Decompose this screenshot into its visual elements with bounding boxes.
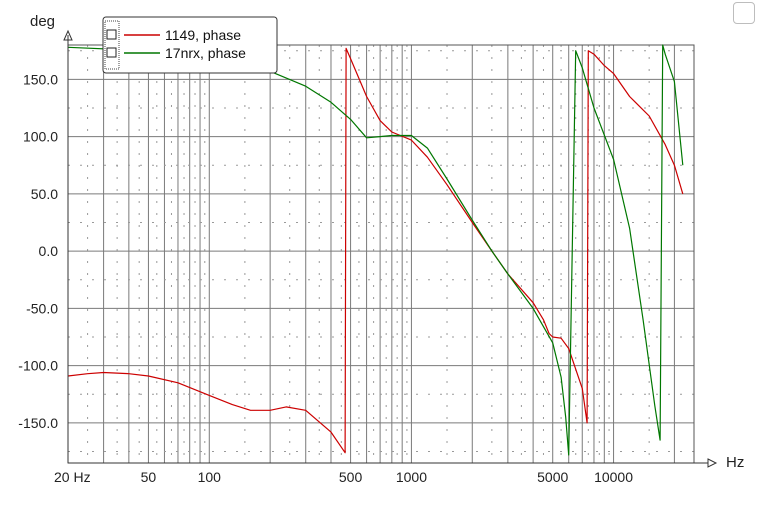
series-line-1: [67, 47, 684, 454]
y-axis-label: deg: [30, 13, 55, 30]
legend-label-2: 17nrx, phase: [165, 45, 246, 61]
series-layer: [67, 44, 684, 456]
x-tick-label: 50: [141, 469, 157, 485]
y-tick-label: -50.0: [26, 300, 58, 316]
grid: [68, 45, 694, 463]
legend-checkbox-2: [106, 47, 117, 58]
y-tick-label: 0.0: [39, 243, 59, 259]
x-tick-label: 500: [339, 469, 363, 485]
x-axis-arrow: [707, 458, 718, 468]
y-tick-label: -100.0: [18, 358, 58, 374]
y-tick-label: -150.0: [18, 415, 58, 431]
x-axis-label: Hz: [726, 454, 744, 471]
y-tick-label: 50.0: [31, 186, 58, 202]
x-tick-label: 10000: [594, 469, 633, 485]
tick-labels: 150.0 100.0 50.0 0.0 -50.0 -100.0 -150.0 20 Hz 5…: [18, 71, 633, 485]
y-tick-label: 150.0: [23, 71, 58, 87]
x-tick-label: 100: [198, 469, 222, 485]
legend-checkbox-1: [106, 29, 117, 40]
legend[interactable]: 1149, phase 17nrx, phase: [102, 16, 278, 74]
x-tick-label: 5000: [537, 469, 568, 485]
x-tick-label: 20 Hz: [54, 469, 91, 485]
y-tick-label: 100.0: [23, 129, 58, 145]
series-line-2: [67, 44, 684, 456]
legend-box: [102, 16, 278, 74]
legend-label-1: 1149, phase: [165, 27, 241, 43]
window-corner-button[interactable]: [733, 2, 755, 24]
y-axis-arrow: [63, 29, 73, 41]
x-tick-label: 1000: [396, 469, 427, 485]
legend-toggle-column: [104, 20, 120, 70]
axes: [63, 29, 718, 468]
